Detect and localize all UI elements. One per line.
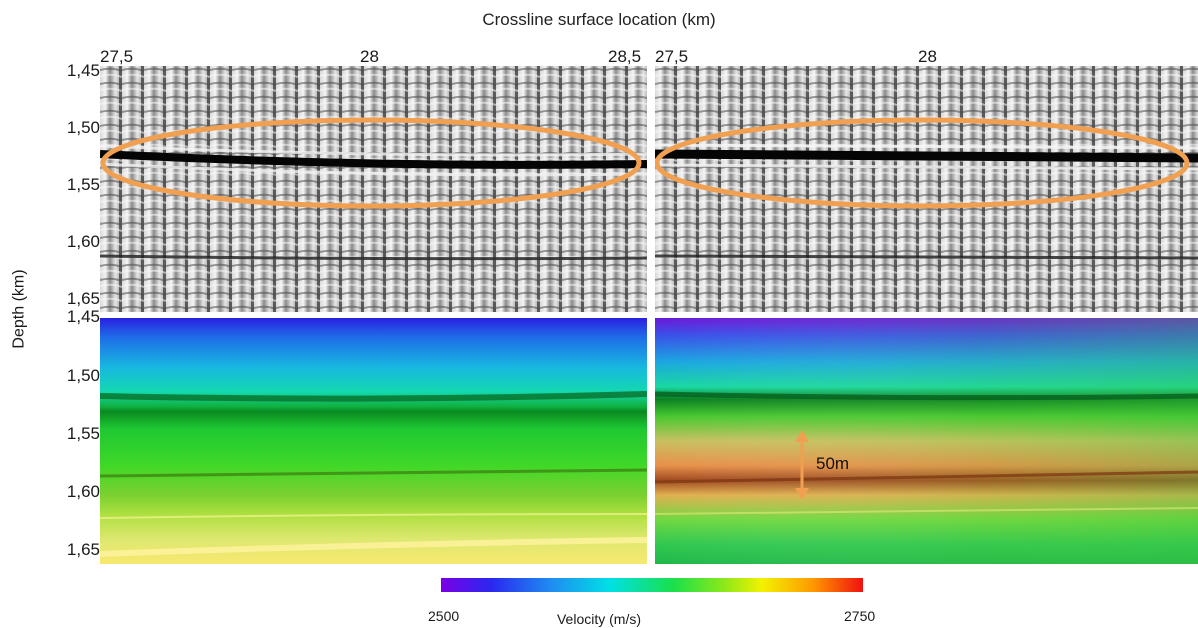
colorbar-min-label: 2500 [428,608,460,624]
y-axis-label: Depth (km) [10,269,28,349]
y-tick-top-1-55: 1,55 [66,175,100,194]
velocity-model-right [655,318,1198,564]
velocity-colorbar [441,578,863,592]
y-tick-bottom-1-65: 1,65 [66,540,100,559]
y-tick-top-1-60: 1,60 [66,232,100,251]
x-tick-right-27-5: 27,5 [655,47,689,66]
thickness-label: 50m [816,454,850,473]
x-tick-left-28: 28 [360,47,379,66]
colorbar-label: Velocity (m/s) [556,611,641,627]
velocity-model-left [100,318,647,564]
y-tick-bottom-1-45: 1,45 [66,307,100,326]
x-tick-right-28: 28 [918,47,937,66]
y-tick-bottom-1-60: 1,60 [66,482,100,501]
x-tick-left-27-5: 27,5 [100,47,134,66]
y-tick-bottom-1-50: 1,50 [66,366,100,385]
thickness-arrow [795,430,809,500]
colorbar-max-label: 2750 [844,608,876,624]
y-tick-top-1-45: 1,45 [66,61,100,80]
x-tick-left-28-5: 28,5 [608,47,642,66]
seismic-gather-left [100,66,647,312]
seismic-gather-right [655,66,1198,312]
y-tick-bottom-1-55: 1,55 [66,424,100,443]
figure-title: Crossline surface location (km) [482,10,716,29]
y-tick-top-1-65: 1,65 [66,289,100,308]
y-tick-top-1-50: 1,50 [66,118,100,137]
